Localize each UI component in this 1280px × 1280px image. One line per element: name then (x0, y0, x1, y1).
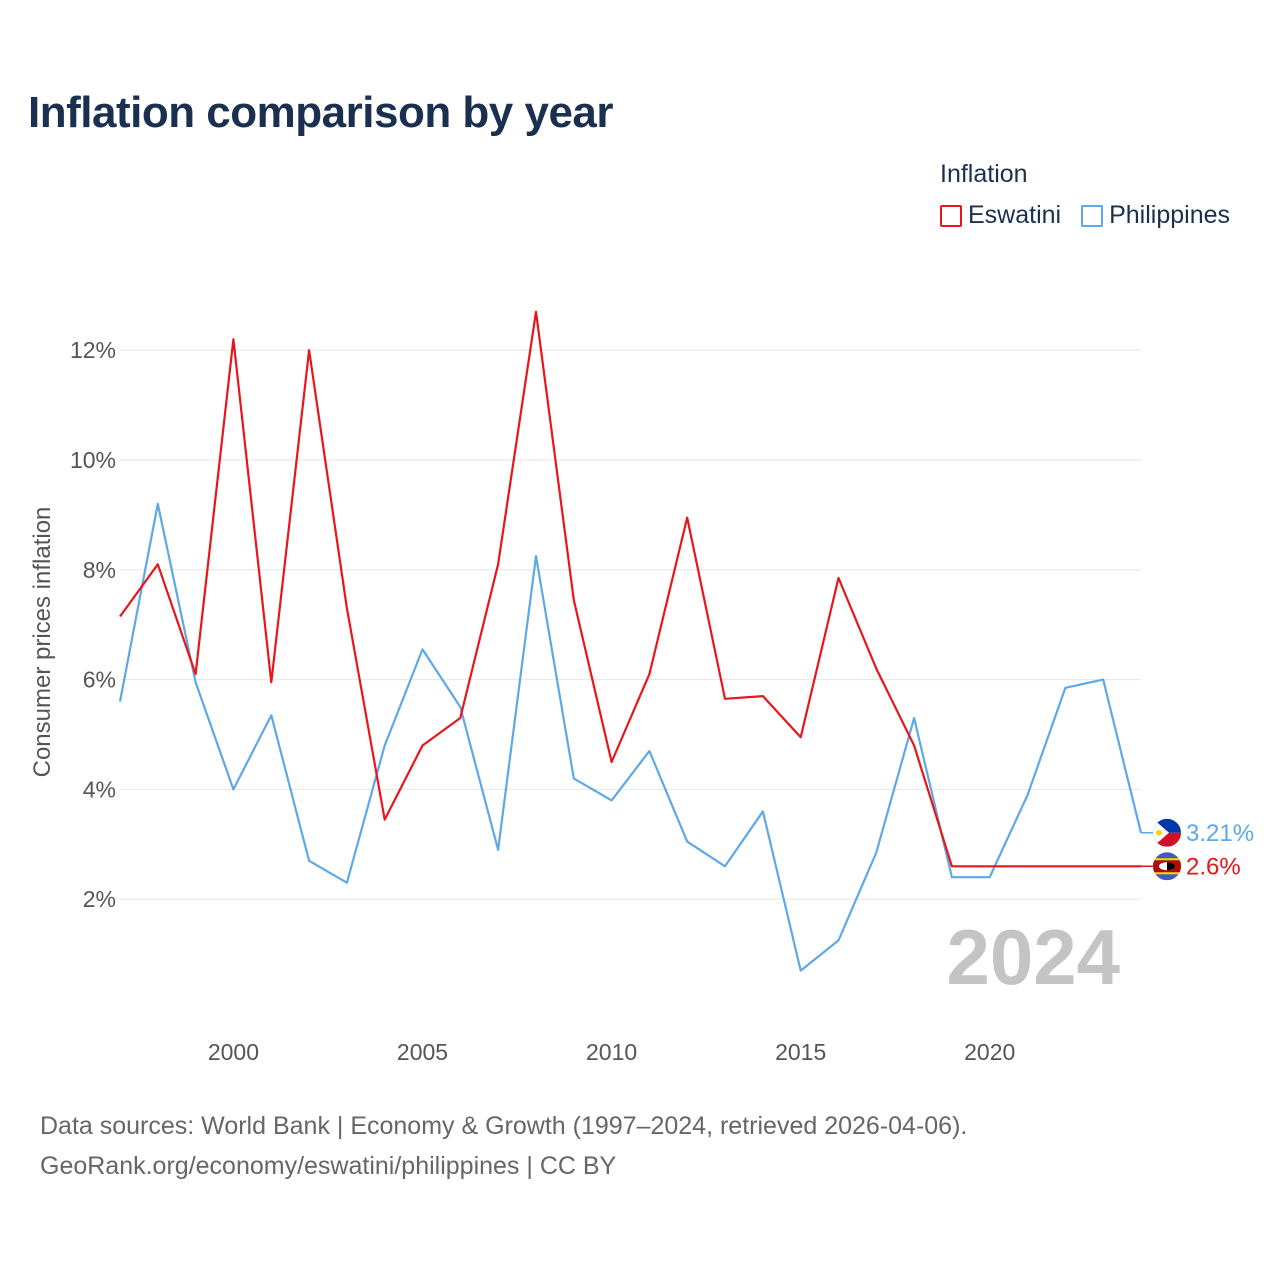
footer-link[interactable]: GeoRank.org/economy/eswatini/philippines… (40, 1152, 617, 1180)
legend-label-philippines: Philippines (1109, 201, 1231, 229)
footer: Data sources: World Bank | Economy & Gro… (40, 1106, 967, 1186)
x-tick-label: 2000 (208, 1039, 259, 1065)
x-tick-label: 2015 (775, 1039, 826, 1065)
footer-sources: Data sources: World Bank | Economy & Gro… (40, 1112, 968, 1140)
chart-title: Inflation comparison by year (28, 88, 614, 137)
x-tick-labels: 2000 2005 2010 2015 2020 (208, 1039, 1015, 1065)
series-line-philippines (118, 502, 1143, 972)
legend-swatch-eswatini (940, 204, 962, 227)
end-markers: 3.21% 2.6% (1141, 818, 1254, 881)
series-line-eswatini (119, 310, 1141, 868)
series-lines (118, 310, 1143, 972)
y-tick-label: 4% (83, 776, 116, 802)
end-label-philippines: 3.21% (1186, 820, 1254, 847)
legend-swatch-philippines (1081, 204, 1104, 227)
x-tick-label: 2020 (964, 1039, 1015, 1065)
legend-item-eswatini[interactable]: Eswatini (940, 201, 1061, 230)
eswatini-flag-icon (1153, 852, 1181, 881)
y-tick-label: 8% (83, 557, 116, 583)
legend-title: Inflation (940, 160, 1028, 188)
philippines-flag-icon (1153, 818, 1181, 847)
current-year-label: 2024 (946, 913, 1120, 1001)
legend: Inflation Eswatini Philippines (940, 160, 1230, 230)
legend-label-eswatini: Eswatini (968, 201, 1062, 229)
y-axis-label: Consumer prices inflation (29, 507, 56, 778)
y-tick-label: 12% (70, 337, 116, 363)
gridlines (120, 349, 1141, 900)
x-tick-label: 2010 (586, 1039, 637, 1065)
legend-item-philippines[interactable]: Philippines (1081, 201, 1230, 230)
y-tick-label: 2% (83, 886, 116, 912)
end-label-eswatini: 2.6% (1186, 853, 1241, 880)
y-tick-label: 10% (70, 447, 116, 473)
x-tick-label: 2005 (397, 1039, 448, 1065)
y-tick-labels: 2% 4% 6% 8% 10% 12% (70, 337, 116, 912)
y-tick-label: 6% (83, 667, 116, 693)
